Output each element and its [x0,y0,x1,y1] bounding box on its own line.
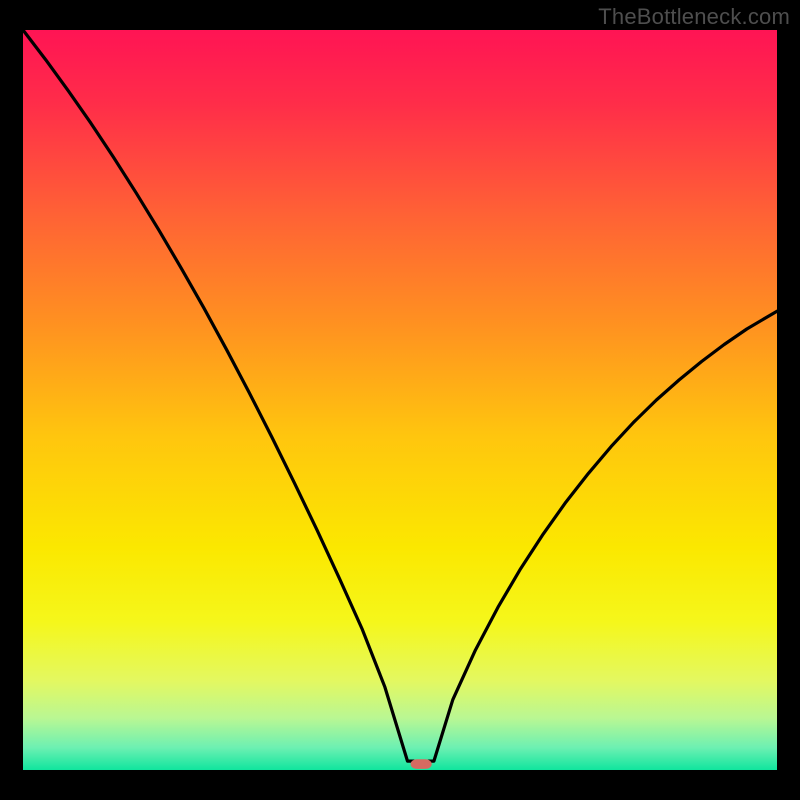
bottleneck-chart [0,0,800,800]
chart-stage: TheBottleneck.com [0,0,800,800]
plot-background [23,30,777,770]
target-marker [411,759,432,769]
